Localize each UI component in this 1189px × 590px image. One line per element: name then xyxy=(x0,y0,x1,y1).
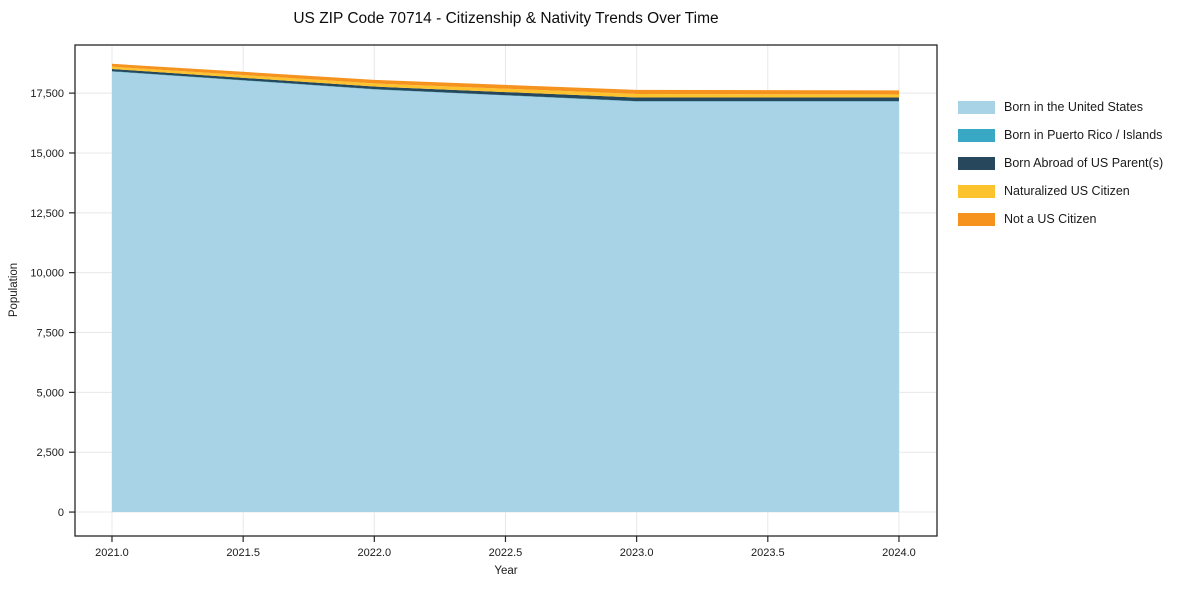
legend-swatch xyxy=(958,185,995,198)
x-axis-label: Year xyxy=(494,565,517,577)
ticks-layer: 2021.0 2021.5 2022.0 2022.5 2023.0 2023.5 2024… xyxy=(30,88,915,559)
legend-swatch xyxy=(958,101,995,114)
x-tick-label: 2023.5 xyxy=(751,547,785,559)
legend-label: Born Abroad of US Parent(s) xyxy=(1004,156,1164,170)
legend-label: Born in Puerto Rico / Islands xyxy=(1004,128,1163,142)
stacked-areas xyxy=(111,63,899,513)
y-axis-label: Population xyxy=(8,263,20,317)
y-tick-label: 17,500 xyxy=(30,88,64,100)
legend-item: Naturalized US Citizen xyxy=(958,185,1163,198)
legend-swatch xyxy=(958,157,995,170)
legend-item: Not a US Citizen xyxy=(958,213,1163,226)
chart-title: US ZIP Code 70714 - Citizenship & Nativi… xyxy=(293,10,718,27)
y-tick-label: 7,500 xyxy=(36,328,64,340)
y-tick-label: 2,500 xyxy=(36,447,64,459)
legend-label: Naturalized US Citizen xyxy=(1004,184,1130,198)
area-born-abroad-of-us-parent-s xyxy=(111,69,899,102)
legend-label: Not a US Citizen xyxy=(1004,212,1097,226)
area-born-in-the-united-states xyxy=(111,71,899,513)
legend-swatch xyxy=(958,213,995,226)
x-tick-label: 2021.5 xyxy=(226,547,260,559)
area-not-a-us-citizen xyxy=(111,63,899,95)
x-tick-label: 2022.5 xyxy=(489,547,523,559)
y-tick-label: 0 xyxy=(58,507,64,519)
x-tick-label: 2023.0 xyxy=(620,547,654,559)
area-born-in-puerto-rico-islands xyxy=(111,71,899,102)
legend-label: Born in the United States xyxy=(1004,100,1143,114)
legend-swatch xyxy=(958,129,995,142)
area-naturalized-us-citizen xyxy=(111,66,899,98)
chart-legend: Born in the United States Born in Puerto … xyxy=(958,101,1163,226)
y-tick-label: 5,000 xyxy=(36,387,64,399)
y-tick-label: 15,000 xyxy=(30,148,64,160)
y-tick-label: 10,000 xyxy=(30,268,64,280)
legend-item: Born Abroad of US Parent(s) xyxy=(958,157,1163,170)
x-tick-label: 2022.0 xyxy=(357,547,391,559)
x-tick-label: 2021.0 xyxy=(95,547,129,559)
y-tick-label: 12,500 xyxy=(30,208,64,220)
x-tick-label: 2024.0 xyxy=(882,547,916,559)
legend-item: Born in the United States xyxy=(958,101,1163,114)
legend-item: Born in Puerto Rico / Islands xyxy=(958,129,1163,142)
